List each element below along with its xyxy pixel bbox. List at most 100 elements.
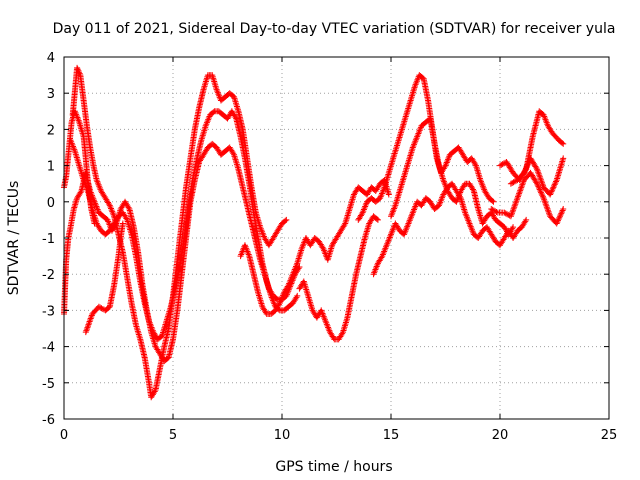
data-point-marker — [490, 198, 497, 205]
data-point-marker — [554, 217, 561, 224]
data-point-marker — [472, 161, 479, 168]
y-tick-label: -3 — [42, 304, 55, 319]
data-point-marker — [492, 208, 499, 215]
data-point-marker — [524, 162, 531, 169]
y-tick-label: -4 — [42, 341, 55, 356]
data-point-marker — [385, 191, 392, 198]
data-point-marker — [95, 303, 102, 310]
data-point-marker — [284, 283, 291, 290]
data-point-marker — [547, 191, 554, 198]
data-point-marker — [554, 219, 561, 226]
data-point-marker — [557, 211, 564, 218]
x-tick-label: 5 — [169, 428, 177, 443]
data-points — [61, 64, 567, 401]
data-point-marker — [522, 166, 529, 173]
series-arc-6 — [237, 177, 392, 318]
data-point-marker — [74, 66, 81, 73]
data-point-marker — [123, 215, 130, 222]
data-point-marker — [511, 178, 518, 185]
data-point-marker — [523, 216, 530, 223]
data-point-marker — [499, 161, 506, 168]
data-point-marker — [522, 218, 529, 225]
data-point-marker — [510, 179, 517, 186]
data-point-marker — [553, 220, 560, 227]
data-point-marker — [282, 217, 289, 224]
data-point-marker — [76, 69, 83, 76]
data-point-marker — [547, 190, 554, 197]
data-point-marker — [76, 70, 83, 77]
data-point-marker — [210, 109, 217, 116]
data-point-marker — [503, 211, 510, 218]
data-point-marker — [319, 244, 326, 251]
data-point-marker — [275, 301, 282, 308]
y-tick-label: -2 — [42, 268, 55, 283]
data-point-marker — [74, 64, 81, 71]
y-tick-label: 1 — [47, 160, 55, 175]
data-point-marker — [119, 220, 126, 227]
data-point-marker — [339, 330, 346, 337]
data-point-marker — [293, 294, 300, 301]
data-point-marker — [558, 210, 565, 217]
x-tick-label: 20 — [492, 428, 509, 443]
data-point-marker — [551, 181, 558, 188]
data-point-marker — [341, 221, 348, 228]
data-point-marker — [538, 190, 545, 197]
data-point-marker — [283, 216, 290, 223]
data-point-marker — [535, 183, 542, 190]
series-arc-7 — [296, 213, 381, 343]
data-point-marker — [524, 161, 531, 168]
data-point-marker — [509, 225, 516, 232]
series-arc-11 — [497, 108, 567, 184]
data-point-marker — [537, 187, 544, 194]
data-point-marker — [523, 164, 530, 171]
y-tick-label: 4 — [47, 51, 55, 66]
data-point-marker — [358, 211, 365, 218]
axis-ticks: 0 5 10 15 20 25 -6 -5 -4 -3 -2 -1 0 1 2 3 4 — [42, 51, 617, 443]
data-point-marker — [97, 304, 104, 311]
data-point-marker — [469, 186, 476, 193]
data-point-marker — [560, 155, 567, 162]
data-point-marker — [559, 207, 566, 214]
series-arc-8 — [370, 180, 530, 278]
data-point-marker — [555, 216, 562, 223]
data-point-marker — [549, 185, 556, 192]
data-point-marker — [560, 206, 567, 213]
series-arc-4 — [61, 108, 98, 227]
data-point-marker — [507, 180, 514, 187]
data-point-marker — [522, 165, 529, 172]
data-point-marker — [558, 208, 565, 215]
data-point-marker — [502, 210, 509, 217]
data-point-marker — [510, 224, 517, 231]
data-point-marker — [521, 168, 528, 175]
data-point-marker — [537, 189, 544, 196]
data-point-marker — [549, 187, 556, 194]
data-point-marker — [489, 197, 496, 204]
data-point-marker — [533, 179, 540, 186]
data-point-marker — [553, 178, 560, 185]
data-point-marker — [552, 179, 559, 186]
data-point-marker — [534, 182, 541, 189]
y-tick-label: -5 — [42, 377, 55, 392]
series-arc-10 — [388, 115, 517, 238]
data-point-marker — [536, 186, 543, 193]
data-point-marker — [75, 67, 82, 74]
data-point-marker — [498, 161, 505, 168]
data-point-marker — [536, 185, 543, 192]
data-point-marker — [520, 169, 527, 176]
data-point-marker — [105, 200, 112, 207]
data-point-marker — [489, 206, 496, 213]
data-point-marker — [374, 216, 381, 223]
data-point-marker — [539, 192, 546, 199]
y-axis-label: SDTVAR / TECUs — [6, 181, 22, 296]
x-tick-label: 10 — [274, 428, 291, 443]
data-point-marker — [493, 208, 500, 215]
data-point-marker — [548, 188, 555, 195]
y-tick-label: 2 — [47, 123, 55, 138]
data-point-marker — [125, 204, 132, 211]
data-point-marker — [230, 150, 237, 157]
data-point-marker — [559, 139, 566, 146]
data-point-marker — [551, 182, 558, 189]
data-point-marker — [91, 220, 98, 227]
series-arc-5 — [82, 220, 126, 336]
data-point-marker — [550, 184, 557, 191]
